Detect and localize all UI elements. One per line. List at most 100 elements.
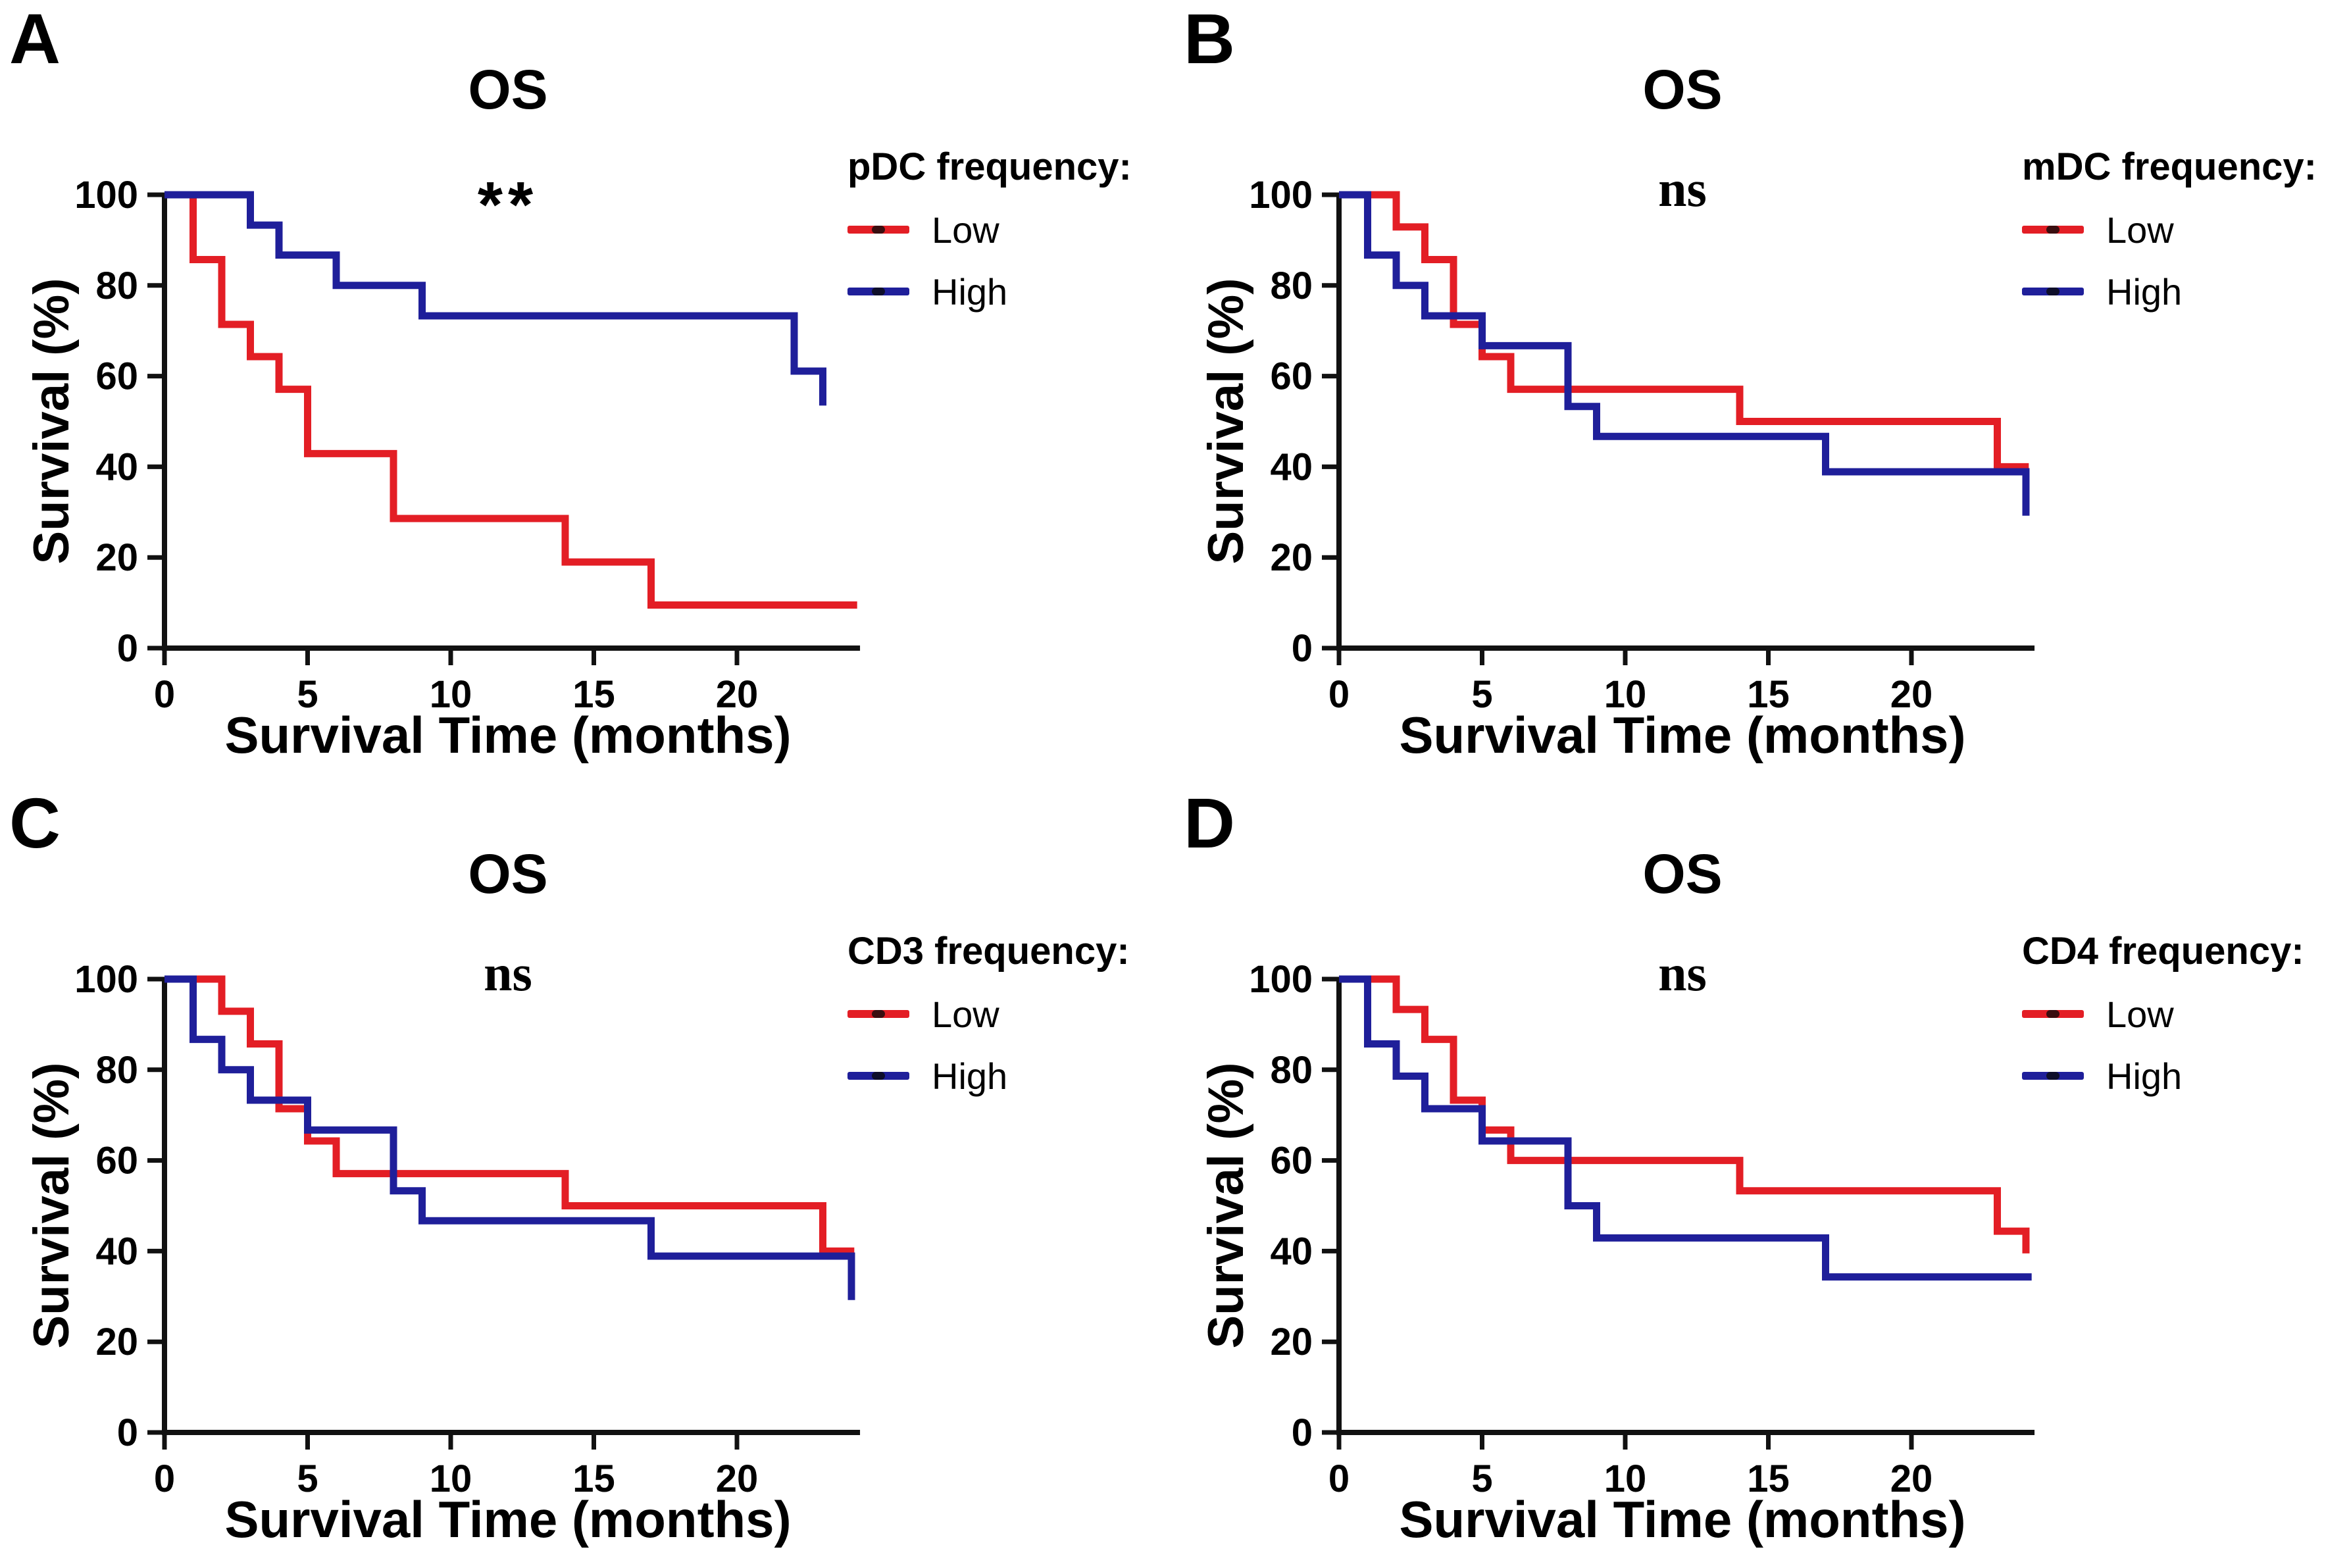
svg-text:0: 0 [154,673,175,716]
chart-title: OS [1642,843,1723,905]
panel-letter: D [1184,783,1235,863]
legend: pDC frequency: Low High [847,145,1132,313]
y-axis-label: Survival (%) [1198,1062,1254,1349]
svg-text:40: 40 [1270,1230,1313,1273]
svg-text:5: 5 [1471,673,1492,716]
svg-text:0: 0 [117,627,138,670]
svg-text:0: 0 [154,1457,175,1500]
legend-item: Low [2022,993,2304,1035]
svg-text:40: 40 [1270,445,1313,488]
svg-text:20: 20 [1890,1457,1933,1500]
svg-text:60: 60 [1270,1140,1313,1182]
km-plot: 0 20 40 60 80 100 0 5 10 15 20 [1249,958,2035,1500]
svg-text:80: 80 [95,265,138,307]
legend-label: Low [932,209,999,251]
km-plot: 0 20 40 60 80 100 0 5 10 15 20 [74,958,861,1500]
svg-text:10: 10 [430,1457,472,1500]
svg-text:60: 60 [1270,355,1313,398]
significance-label: ns [1658,160,1707,217]
panel-letter: A [9,0,61,78]
legend-label: Low [2106,993,2174,1035]
y-axis-label: Survival (%) [24,1062,80,1349]
legend-label: High [2106,270,2183,313]
legend-line-high-icon [2022,288,2084,295]
svg-text:80: 80 [95,1049,138,1092]
legend: CD4 frequency: Low High [2022,929,2304,1097]
svg-text:100: 100 [1249,174,1313,216]
svg-text:15: 15 [572,673,615,716]
legend-item: High [2022,1055,2304,1097]
km-plot: 0 20 40 60 80 100 0 5 10 15 20 [1249,174,2035,716]
significance-label: ns [484,944,532,1001]
legend: CD3 frequency: Low High [847,929,1130,1097]
legend-label: Low [932,993,999,1035]
legend-item: Low [2022,209,2317,251]
svg-text:10: 10 [1604,673,1647,716]
legend-line-low-icon [847,1010,909,1018]
svg-text:80: 80 [1270,1049,1313,1092]
legend-label: High [932,1055,1008,1097]
svg-text:5: 5 [297,673,318,716]
svg-text:0: 0 [1292,627,1313,670]
legend-label: High [2106,1055,2183,1097]
svg-text:0: 0 [1328,673,1350,716]
significance-label: ns [1658,944,1707,1001]
legend-item: Low [847,993,1130,1035]
svg-text:15: 15 [1747,1457,1790,1500]
legend-line-high-icon [847,1072,909,1080]
svg-text:10: 10 [430,673,472,716]
svg-text:15: 15 [1747,673,1790,716]
km-plot: 0 20 40 60 80 100 0 5 10 15 20 [74,174,861,716]
legend-line-high-icon [2022,1072,2084,1080]
legend-title: pDC frequency: [847,145,1132,188]
x-axis-label: Survival Time (months) [224,1490,792,1548]
svg-text:60: 60 [95,355,138,398]
svg-text:100: 100 [74,174,138,216]
svg-text:0: 0 [1328,1457,1350,1500]
panel-letter: B [1184,0,1235,78]
legend-title: mDC frequency: [2022,145,2317,188]
x-axis-label: Survival Time (months) [224,706,792,764]
chart-title: OS [468,59,548,120]
legend-line-low-icon [2022,1010,2084,1018]
x-axis-label: Survival Time (months) [1399,1490,1966,1548]
legend-title: CD4 frequency: [2022,930,2304,973]
svg-text:0: 0 [117,1411,138,1454]
legend-line-low-icon [2022,226,2084,234]
svg-text:0: 0 [1292,1411,1313,1454]
svg-text:20: 20 [716,673,759,716]
legend-title: CD3 frequency: [847,930,1130,973]
svg-text:40: 40 [95,1230,138,1273]
svg-text:100: 100 [74,958,138,1001]
y-axis-label: Survival (%) [24,278,80,565]
svg-text:20: 20 [95,1321,138,1363]
svg-text:20: 20 [1270,1321,1313,1363]
legend: mDC frequency: Low High [2022,145,2317,313]
svg-text:20: 20 [95,536,138,579]
svg-text:40: 40 [95,445,138,488]
svg-text:20: 20 [716,1457,759,1500]
legend-line-low-icon [847,226,909,234]
panel-B: B OS ns 0 20 40 60 80 100 0 5 10 15 20 Survival (%… [1174,0,2349,784]
svg-text:20: 20 [1890,673,1933,716]
legend-label: High [932,270,1008,313]
chart-title: OS [468,843,548,905]
svg-text:5: 5 [297,1457,318,1500]
legend-item: High [2022,270,2317,313]
y-axis-label: Survival (%) [1198,278,1254,565]
chart-title: OS [1642,59,1723,120]
legend-line-high-icon [847,288,909,295]
significance-label: ** [477,168,539,241]
legend-label: Low [2106,209,2174,251]
svg-text:100: 100 [1249,958,1313,1001]
svg-text:5: 5 [1471,1457,1492,1500]
legend-item: High [847,1055,1130,1097]
svg-text:60: 60 [95,1140,138,1182]
legend-item: High [847,270,1132,313]
panel-letter: C [9,783,61,863]
panel-D: D OS ns 0 20 40 60 80 100 0 5 10 15 20 Survival (%… [1174,784,2349,1568]
x-axis-label: Survival Time (months) [1399,706,1966,764]
svg-text:15: 15 [572,1457,615,1500]
panel-A: A OS ** 0 20 40 60 80 100 0 5 10 15 20 Survival (%… [0,0,1174,784]
